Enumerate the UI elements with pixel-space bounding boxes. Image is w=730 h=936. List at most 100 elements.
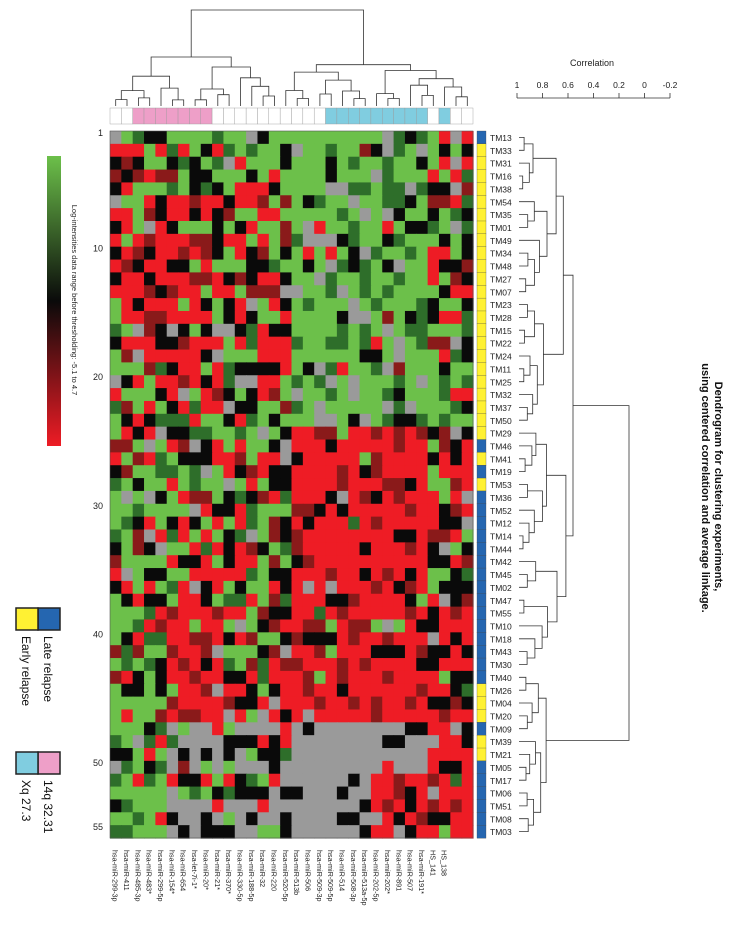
row-tick-label: 1 [98, 128, 103, 138]
heatmap-cell [291, 220, 304, 235]
heatmap-cell [450, 413, 463, 428]
heatmap-cell [178, 246, 190, 261]
heatmap-cell [200, 388, 213, 402]
heatmap-cell [291, 542, 304, 556]
heatmap-cell [450, 298, 463, 312]
heatmap-cell [314, 773, 327, 788]
heatmap-cell [450, 131, 463, 145]
heatmap-cell [280, 478, 293, 492]
heatmap-cell [121, 645, 134, 659]
heatmap-cell [416, 658, 429, 672]
heatmap-cell [246, 272, 259, 286]
heatmap-cell [336, 542, 349, 556]
heatmap-cell [382, 362, 395, 376]
heatmap-cell [325, 169, 338, 184]
heatmap-cell [155, 658, 168, 672]
heatmap-cell [314, 285, 327, 299]
column-group-cell [189, 107, 201, 125]
heatmap-cell [280, 722, 293, 736]
heatmap-cell [450, 143, 463, 158]
heatmap-cell [382, 503, 395, 518]
heatmap-cell [370, 683, 383, 698]
heatmap-cell [427, 413, 440, 428]
heatmap-cell [234, 658, 247, 672]
sample-label: TM38 [490, 184, 512, 194]
heatmap-cell [382, 131, 395, 145]
heatmap-cell [121, 529, 134, 543]
heatmap-cell [110, 580, 122, 595]
heatmap-cell [132, 555, 145, 569]
heatmap-cell [144, 285, 156, 299]
heatmap-cell [212, 362, 225, 376]
heatmap-cell [110, 439, 122, 453]
heatmap-cell [144, 696, 156, 711]
heatmap-cell [144, 760, 156, 775]
heatmap-cell [302, 542, 315, 556]
heatmap-cell [178, 220, 190, 235]
heatmap-cell [416, 478, 429, 492]
heatmap-cell [189, 246, 202, 261]
heatmap-cell [416, 220, 429, 235]
heatmap-cell [121, 336, 134, 351]
heatmap-cell [121, 246, 134, 261]
heatmap-cell [144, 503, 156, 518]
heatmap-cell [110, 349, 122, 363]
heatmap-cell [336, 246, 349, 261]
relapse-cell [476, 207, 487, 222]
column-dendrogram-branch [160, 87, 179, 106]
heatmap-cell [404, 645, 417, 659]
heatmap-cell [223, 375, 236, 389]
relapse-cell [476, 233, 487, 248]
heatmap-cell [461, 375, 474, 389]
heatmap-cell [246, 542, 259, 556]
heatmap-cell [359, 259, 372, 273]
heatmap-cell [336, 400, 349, 415]
sample-label: TM26 [490, 686, 512, 696]
heatmap-cell [382, 208, 395, 222]
column-label: hsa-miR-202* [383, 850, 392, 894]
heatmap-cell [200, 143, 213, 158]
heatmap-cell [268, 683, 281, 698]
heatmap-cell [189, 156, 202, 171]
heatmap-cell [427, 735, 440, 749]
heatmap-cell [132, 529, 145, 543]
relapse-cell [476, 349, 487, 363]
heatmap-cell [189, 786, 202, 801]
heatmap-cell [382, 310, 395, 325]
heatmap-cell [110, 632, 122, 646]
heatmap-cell [404, 413, 417, 428]
heatmap-cell [382, 272, 395, 286]
heatmap-cell [325, 413, 338, 428]
heatmap-cell [155, 169, 168, 184]
heatmap-cell [246, 413, 259, 428]
heatmap-cell [234, 195, 247, 209]
column-group-cell [450, 107, 462, 125]
heatmap-cell [325, 722, 338, 736]
heatmap-cell [110, 233, 122, 248]
heatmap-cell [166, 658, 179, 672]
column-label: HS_138 [440, 850, 449, 876]
heatmap-cell [302, 593, 315, 608]
heatmap-cell [155, 593, 168, 608]
relapse-cell [476, 735, 487, 749]
heatmap-cell [268, 426, 281, 441]
row-dendrogram-branch [519, 676, 527, 691]
heatmap-cell [212, 786, 225, 801]
heatmap-cell [393, 388, 406, 402]
heatmap-cell [257, 529, 270, 543]
heatmap-cell [166, 735, 179, 749]
heatmap-cell [450, 478, 463, 492]
heatmap-cell [404, 465, 417, 479]
heatmap-cell [178, 606, 190, 621]
heatmap-cell [234, 465, 247, 479]
heatmap-cell [359, 195, 372, 209]
heatmap-cell [336, 799, 349, 813]
heatmap-cell [212, 503, 225, 518]
heatmap-cell [382, 195, 395, 209]
heatmap-cell [280, 375, 293, 389]
heatmap-cell [212, 349, 225, 363]
heatmap-cell [348, 825, 361, 839]
heatmap-cell [280, 568, 293, 582]
